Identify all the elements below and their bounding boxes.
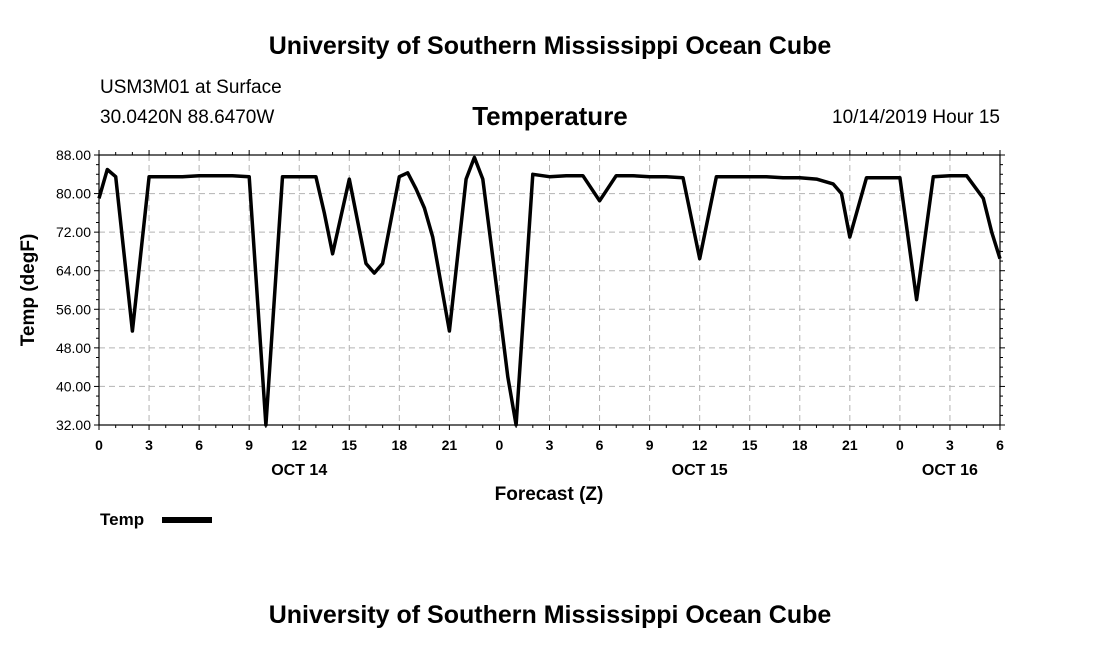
- x-tick-label: 18: [392, 437, 408, 453]
- legend-line-swatch: [162, 517, 212, 523]
- x-tick-label: 3: [145, 437, 153, 453]
- x-tick-label: 18: [792, 437, 808, 453]
- footer-title: University of Southern Mississippi Ocean…: [268, 601, 832, 629]
- date-label: OCT 15: [672, 462, 728, 479]
- station-name: USM3M01 at Surface: [100, 77, 282, 98]
- x-tick-label: 0: [496, 437, 504, 453]
- x-tick-label: 3: [946, 437, 954, 453]
- x-tick-label: 12: [692, 437, 708, 453]
- series-layer: [97, 155, 1002, 427]
- x-tick-label: 15: [341, 437, 357, 453]
- y-tick-label: 88.00: [56, 147, 91, 163]
- x-tick-label: 21: [842, 437, 858, 453]
- plot-title: Temperature: [472, 101, 628, 131]
- x-tick-label: 15: [742, 437, 758, 453]
- legend-label: Temp: [100, 510, 145, 529]
- page-title: University of Southern Mississippi Ocean…: [268, 32, 832, 60]
- y-tick-label: 64.00: [56, 263, 91, 279]
- x-tick-label: 6: [596, 437, 604, 453]
- x-tick-label: 9: [245, 437, 253, 453]
- y-tick-label: 40.00: [56, 378, 91, 394]
- y-tick-label: 80.00: [56, 186, 91, 202]
- date-labels: OCT 14 OCT 15 OCT 16: [271, 462, 978, 479]
- date-label: OCT 14: [271, 462, 327, 479]
- x-tick-label: 6: [996, 437, 1004, 453]
- y-tick-label: 32.00: [56, 417, 91, 433]
- plot-frame: [98, 154, 1001, 426]
- y-axis-title: Temp (degF): [18, 234, 39, 347]
- station-coords: 30.0420N 88.6470W: [100, 107, 275, 128]
- forecast-datetime: 10/14/2019 Hour 15: [832, 107, 1000, 128]
- x-tick-label: 0: [95, 437, 103, 453]
- y-tick-label: 72.00: [56, 224, 91, 240]
- x-tick-label: 0: [896, 437, 904, 453]
- temperature-chart: 32.00 40.00 48.00 56.00 64.00 72.00 80.00 88.00…: [18, 147, 1005, 505]
- x-tick-label: 12: [291, 437, 307, 453]
- series-line-temp: [97, 155, 1002, 427]
- x-tick-labels: 0 3 6 9 12 15 18 21 0 3 6 9 12 15 18 21 0 3 6: [95, 437, 1004, 453]
- grid-lines: [99, 155, 1000, 425]
- y-tick-labels: 32.00 40.00 48.00 56.00 64.00 72.00 80.00 88.00: [56, 147, 91, 433]
- y-tick-label: 56.00: [56, 301, 91, 317]
- x-tick-label: 6: [195, 437, 203, 453]
- x-axis-title: Forecast (Z): [495, 484, 604, 505]
- x-tick-label: 9: [646, 437, 654, 453]
- y-tick-label: 48.00: [56, 340, 91, 356]
- x-tick-label: 3: [546, 437, 554, 453]
- date-label: OCT 16: [922, 462, 978, 479]
- x-tick-label: 21: [442, 437, 458, 453]
